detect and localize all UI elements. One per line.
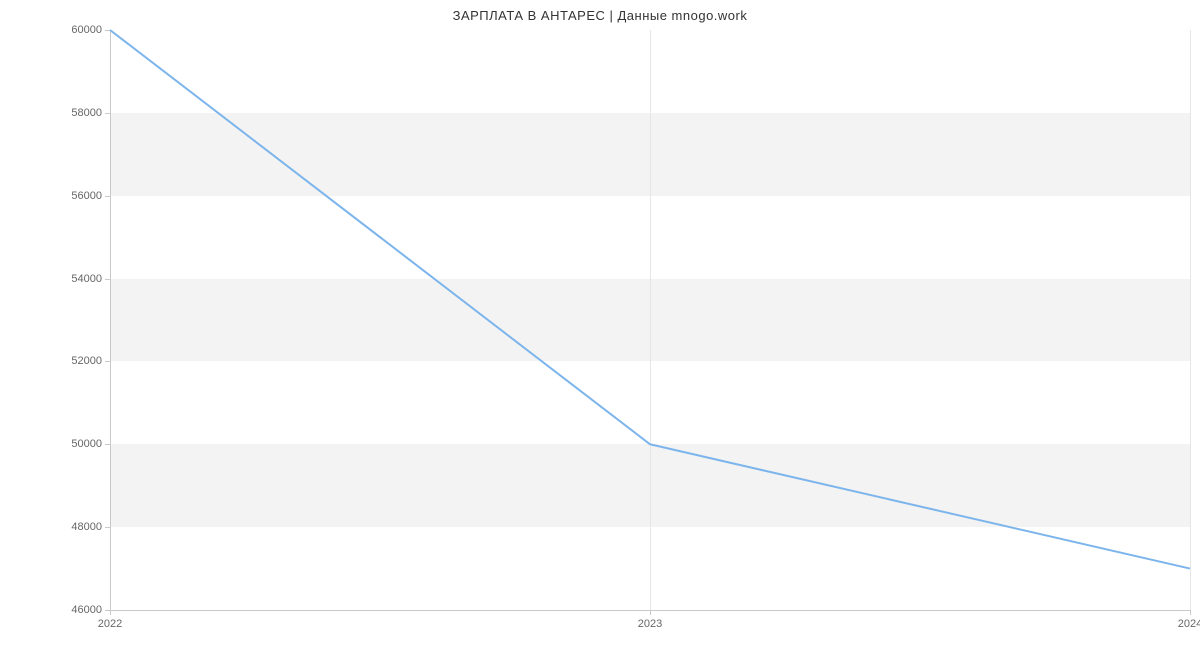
y-tick-label: 56000 xyxy=(71,190,110,202)
x-gridline xyxy=(1190,30,1191,610)
y-tick-label: 52000 xyxy=(71,355,110,367)
y-tick-label: 58000 xyxy=(71,107,110,119)
x-axis-line xyxy=(110,610,1190,611)
y-tick-label: 54000 xyxy=(71,273,110,285)
y-tick-label: 60000 xyxy=(71,24,110,36)
series-layer xyxy=(110,30,1190,610)
plot-area: 2022202320244600048000500005200054000560… xyxy=(110,30,1190,610)
y-tick-label: 48000 xyxy=(71,521,110,533)
salary-line-chart: ЗАРПЛАТА В АНТАРЕС | Данные mnogo.work 2… xyxy=(0,0,1200,650)
chart-title: ЗАРПЛАТА В АНТАРЕС | Данные mnogo.work xyxy=(0,8,1200,23)
x-tick-label: 2023 xyxy=(638,610,662,630)
y-tick-label: 46000 xyxy=(71,604,110,616)
y-tick-label: 50000 xyxy=(71,438,110,450)
series-line-salary xyxy=(110,30,1190,569)
x-tick-label: 2024 xyxy=(1178,610,1200,630)
